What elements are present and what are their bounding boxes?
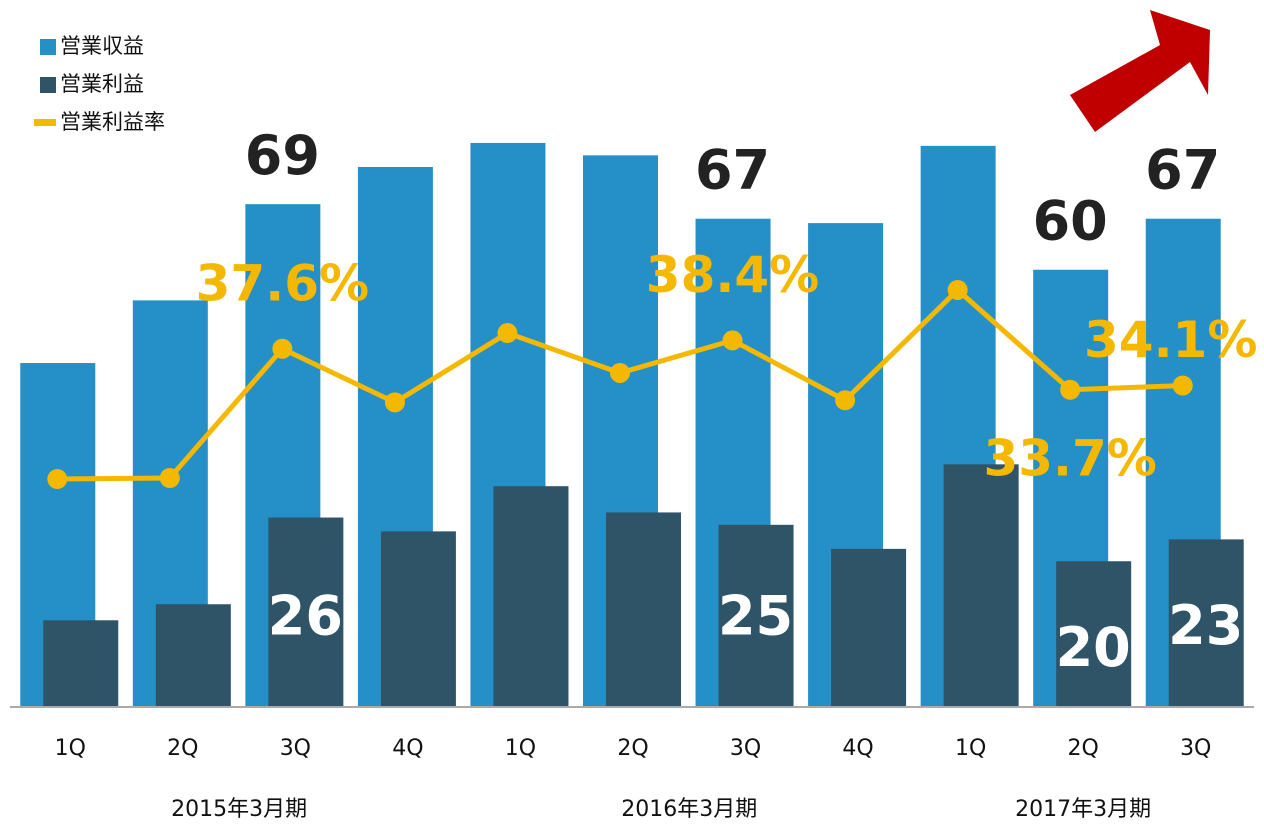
bar [268, 517, 344, 707]
group-label: 2015年3月期 [171, 797, 307, 822]
bar [380, 531, 456, 707]
x-tick-label: 1Q [955, 736, 986, 761]
group-label: 2016年3月期 [621, 797, 757, 822]
bar [943, 464, 1019, 707]
x-tick-label: 3Q [1180, 736, 1211, 761]
value-label: 26 [268, 585, 343, 648]
bar [718, 524, 794, 707]
line-point [835, 390, 856, 411]
line-point [272, 338, 293, 359]
trend-arrow [1070, 10, 1210, 132]
value-label: 60 [1033, 189, 1108, 252]
line-point [497, 323, 518, 344]
bar [606, 512, 681, 707]
value-label: 20 [1056, 616, 1131, 679]
legend-label: 営業利益率 [60, 110, 165, 134]
line-point [1172, 375, 1193, 396]
line-point [947, 279, 968, 300]
bar [1168, 539, 1244, 707]
legend-label: 営業収益 [60, 34, 144, 58]
bar [1056, 561, 1132, 707]
value-label: 67 [1145, 138, 1220, 201]
x-tick-label: 2Q [1068, 736, 1099, 761]
x-tick-label: 4Q [842, 736, 873, 761]
x-tick-label: 2Q [617, 736, 648, 761]
legend-label: 営業利益 [60, 72, 144, 96]
line-point [384, 392, 405, 413]
value-label: 37.6% [196, 254, 369, 312]
value-label: 34.1% [1084, 311, 1257, 369]
value-label: 23 [1168, 594, 1243, 657]
legend-swatch [34, 119, 56, 126]
group-label: 2017年3月期 [1015, 797, 1151, 822]
line-point [1060, 379, 1081, 400]
bar [155, 604, 231, 707]
bar [831, 548, 907, 707]
value-label: 33.7% [983, 429, 1156, 487]
x-tick-label: 1Q [505, 736, 536, 761]
bar [493, 486, 569, 707]
legend-swatch [40, 77, 56, 93]
line-point [159, 468, 180, 489]
value-label: 38.4% [646, 246, 819, 304]
legend-swatch [40, 39, 56, 55]
value-label: 25 [718, 585, 793, 648]
line-point [47, 469, 68, 490]
value-label: 67 [695, 138, 770, 201]
x-tick-label: 3Q [280, 736, 311, 761]
x-tick-label: 2Q [167, 736, 198, 761]
line-point [610, 362, 630, 383]
value-label: 69 [245, 124, 320, 187]
bar [43, 620, 119, 707]
line-point [722, 330, 743, 351]
x-tick-label: 4Q [392, 736, 423, 761]
x-tick-label: 1Q [55, 736, 86, 761]
x-tick-label: 3Q [730, 736, 761, 761]
